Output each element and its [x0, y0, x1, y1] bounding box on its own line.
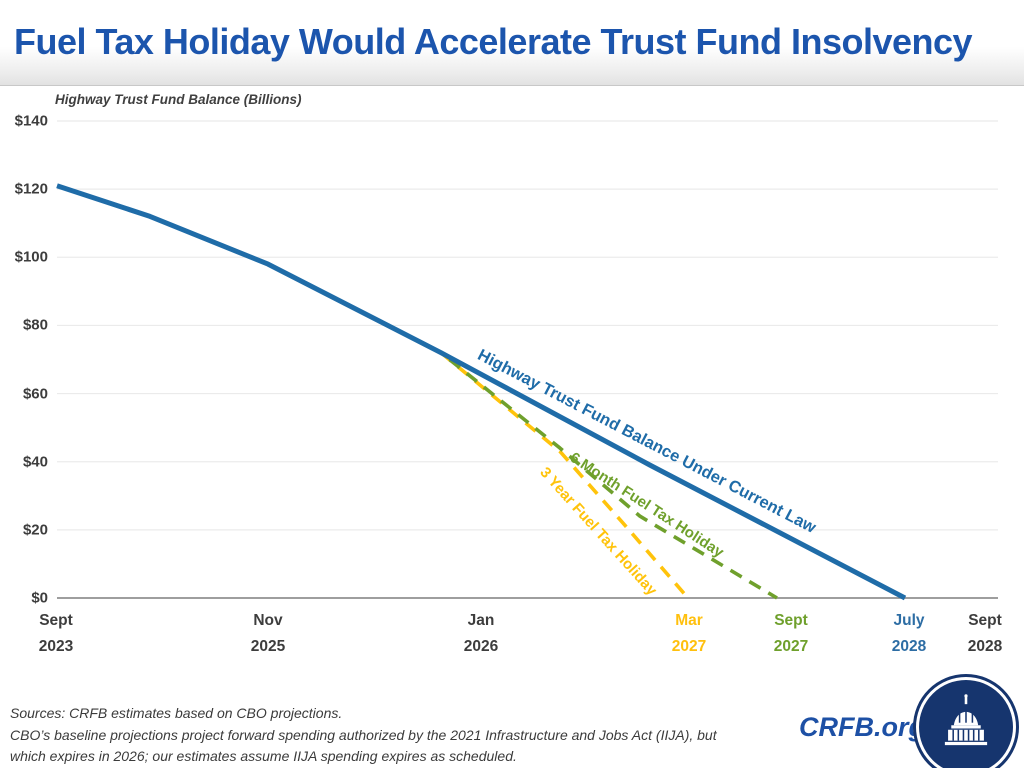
x-tick-label: Nov 2025: [251, 608, 285, 660]
x-tick-year-2026: 2026: [463, 638, 499, 655]
y-tick-label-0: $0: [31, 589, 48, 607]
chart-area: Highway Trust Fund Balance (Billions) $1…: [0, 86, 1024, 686]
y-tick-label-140: $140: [14, 112, 48, 130]
footer-line-1: Sources: CRFB estimates based on CBO pro…: [10, 705, 343, 721]
page-title: Fuel Tax Holiday Would Accelerate Trust …: [14, 21, 973, 62]
y-tick-label-80: $80: [22, 316, 48, 334]
capitol-dome-icon: [944, 694, 988, 746]
y-tick-label-120: $120: [14, 180, 48, 198]
x-tick-month-nov-2025: Nov: [253, 612, 283, 629]
footer-line-3: which expires in 2026; our estimates ass…: [10, 748, 517, 764]
footer-line-2: CBO’s baseline projections project forwa…: [10, 726, 717, 743]
x-tick-label: Jan 2026: [464, 608, 498, 660]
x-tick-month-sept-2023: Sept: [39, 612, 73, 629]
x-tick-month-sept-2028: Sept: [968, 612, 1002, 629]
series-line-highway-trust-fund-balance-under-current-law: [56, 183, 907, 601]
y-tick-label-20: $20: [22, 521, 48, 539]
x-tick-year-2025: 2025: [250, 638, 286, 655]
x-tick-label: Sept 2023: [39, 608, 73, 660]
x-tick-year-2028: 2028: [891, 638, 927, 655]
x-tick-year-2028: 2028: [967, 638, 1003, 655]
x-tick-month-sept-2027: Sept: [774, 612, 808, 629]
x-tick-month-jan-2026: Jan: [467, 612, 495, 629]
x-tick-label: Sept 2027: [774, 608, 808, 660]
x-tick-month-july-2028: July: [893, 612, 925, 629]
header: Fuel Tax Holiday Would Accelerate Trust …: [0, 0, 1024, 86]
x-tick-year-2027: 2027: [773, 638, 809, 655]
footer-sources: Sources: CRFB estimates based on CBO pro…: [10, 703, 800, 768]
x-tick-year-2027: 2027: [671, 638, 707, 655]
y-tick-label-40: $40: [22, 453, 48, 471]
x-tick-month-mar-2027: Mar: [675, 612, 703, 629]
x-tick-year-2023: 2023: [38, 638, 74, 655]
x-tick-label: July 2028: [892, 608, 926, 660]
crfb-wordmark: CRFB.org: [799, 712, 925, 742]
x-tick-label: Mar 2027: [672, 608, 706, 660]
y-tick-label-100: $100: [14, 248, 48, 266]
y-axis-title: Highway Trust Fund Balance (Billions): [55, 92, 302, 107]
crfb-logo: [913, 674, 1019, 768]
x-tick-label: Sept 2028: [968, 608, 1002, 660]
y-tick-label-60: $60: [22, 385, 48, 403]
